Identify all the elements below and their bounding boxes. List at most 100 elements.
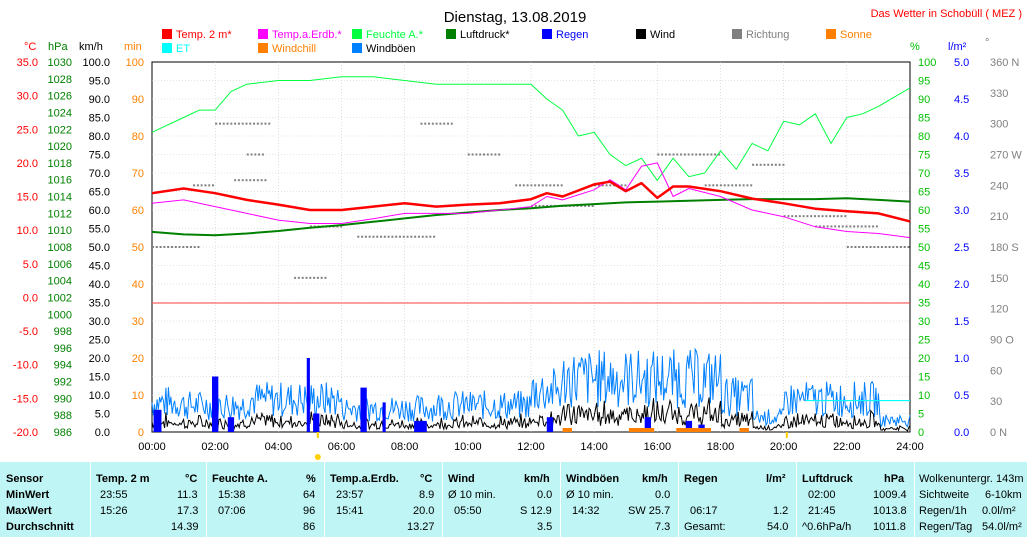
rain-bar bbox=[546, 417, 554, 432]
direction-dot bbox=[498, 153, 501, 156]
direction-dot bbox=[309, 276, 312, 279]
tick-min: 30 bbox=[132, 316, 144, 328]
direction-dot bbox=[234, 179, 237, 182]
direction-dot bbox=[742, 184, 745, 187]
wind-rain-bars bbox=[151, 347, 911, 432]
tick-kmh: 10.0 bbox=[89, 390, 110, 402]
legend-swatch bbox=[258, 29, 268, 39]
direction-dot bbox=[802, 215, 805, 218]
direction-dot bbox=[402, 235, 405, 238]
direction-dot bbox=[246, 153, 249, 156]
direction-dot bbox=[872, 225, 875, 228]
tick-deg: 120 bbox=[990, 304, 1008, 316]
direction-dot bbox=[189, 246, 192, 248]
tick-lm2: 2.5 bbox=[954, 242, 969, 254]
tick-deg: 360 N bbox=[990, 57, 1019, 69]
druck-max: 1013.8 bbox=[873, 505, 907, 517]
direction-dot bbox=[537, 184, 540, 187]
direction-dot bbox=[899, 246, 902, 248]
direction-dot bbox=[821, 215, 824, 218]
direction-dot bbox=[518, 184, 521, 187]
direction-dot bbox=[731, 184, 734, 187]
direction-dot bbox=[719, 184, 722, 187]
erdb-min-time: 23:57 bbox=[336, 489, 364, 501]
tick-celsius: 35.0 bbox=[17, 57, 38, 69]
tick-x: 06:00 bbox=[328, 441, 356, 453]
direction-dot bbox=[241, 122, 244, 125]
direction-dot bbox=[884, 246, 887, 248]
tick-celsius: 20.0 bbox=[17, 158, 38, 170]
tick-min: 60 bbox=[132, 205, 144, 217]
boeen-head: Windböen bbox=[566, 473, 620, 485]
tick-min: 70 bbox=[132, 168, 144, 180]
tick-pct: 55 bbox=[918, 224, 930, 236]
direction-dot bbox=[888, 246, 891, 248]
feuchte-unit: % bbox=[306, 473, 316, 485]
direction-dot bbox=[420, 122, 423, 125]
direction-dot bbox=[877, 246, 880, 248]
direction-dot bbox=[182, 246, 185, 248]
temp2m-avg: 14.39 bbox=[171, 521, 199, 533]
direction-dot bbox=[294, 276, 297, 279]
tick-deg: 300 bbox=[990, 119, 1008, 131]
tick-pct: 45 bbox=[918, 261, 930, 273]
direction-dot bbox=[676, 153, 679, 156]
direction-dot bbox=[196, 184, 199, 187]
tick-hpa: 994 bbox=[54, 360, 72, 372]
direction-dot bbox=[479, 153, 482, 156]
direction-dot bbox=[778, 163, 781, 166]
table-divider bbox=[206, 462, 207, 537]
tick-hpa: 1022 bbox=[48, 124, 72, 136]
tick-celsius: 5.0 bbox=[23, 259, 38, 271]
erdb-unit: °C bbox=[420, 473, 433, 485]
direction-dot bbox=[170, 246, 173, 248]
direction-dot bbox=[864, 225, 867, 228]
row-label-min: MinWert bbox=[6, 489, 50, 501]
direction-dot bbox=[844, 215, 847, 218]
unit-celsius: °C bbox=[24, 41, 36, 53]
temp2m-head: Temp. 2 m bbox=[96, 473, 150, 485]
direction-dot bbox=[336, 225, 339, 228]
legend-label: ET bbox=[176, 43, 190, 55]
wind-max-time: 05:50 bbox=[454, 505, 482, 517]
unit-kmh: km/h bbox=[79, 41, 103, 53]
direction-dot bbox=[826, 225, 829, 228]
direction-dot bbox=[735, 184, 738, 187]
direction-dot bbox=[854, 246, 857, 248]
direction-dot bbox=[264, 122, 267, 125]
tick-celsius: -5.0 bbox=[19, 326, 38, 338]
direction-dot bbox=[380, 235, 383, 238]
direction-dot bbox=[541, 184, 544, 187]
direction-dot bbox=[813, 215, 816, 218]
direction-dot bbox=[840, 215, 843, 218]
gust-series bbox=[151, 347, 911, 429]
direction-dot bbox=[834, 225, 837, 228]
direction-dot bbox=[372, 235, 375, 238]
tick-kmh: 40.0 bbox=[89, 279, 110, 291]
legend-label: Sonne bbox=[840, 29, 872, 41]
direction-dot bbox=[861, 246, 864, 248]
direction-dot bbox=[601, 184, 604, 187]
axis-units: °C hPa km/h min% l/m² ° bbox=[24, 37, 989, 53]
tick-hpa: 992 bbox=[54, 377, 72, 389]
direction-dot bbox=[869, 246, 872, 248]
direction-dot bbox=[787, 215, 790, 218]
tick-deg: 0 N bbox=[990, 427, 1007, 439]
tick-kmh: 5.0 bbox=[95, 409, 110, 421]
direction-dot bbox=[587, 204, 590, 207]
tick-x: 04:00 bbox=[265, 441, 293, 453]
direction-dot bbox=[357, 235, 360, 238]
tick-kmh: 75.0 bbox=[89, 150, 110, 162]
tick-deg: 90 O bbox=[990, 335, 1014, 347]
legend-label: Luftdruck* bbox=[460, 29, 510, 41]
tick-pct: 50 bbox=[918, 242, 930, 254]
temp2m-max-time: 15:26 bbox=[100, 505, 128, 517]
direction-dot bbox=[297, 276, 300, 279]
direction-dot bbox=[708, 184, 711, 187]
tick-hpa: 1008 bbox=[48, 242, 72, 254]
extra-label-1: Wolkenuntergr. bbox=[919, 473, 993, 485]
tick-kmh: 70.0 bbox=[89, 168, 110, 180]
tick-celsius: 25.0 bbox=[17, 124, 38, 136]
tick-min: 90 bbox=[132, 94, 144, 106]
direction-dot bbox=[752, 163, 755, 166]
